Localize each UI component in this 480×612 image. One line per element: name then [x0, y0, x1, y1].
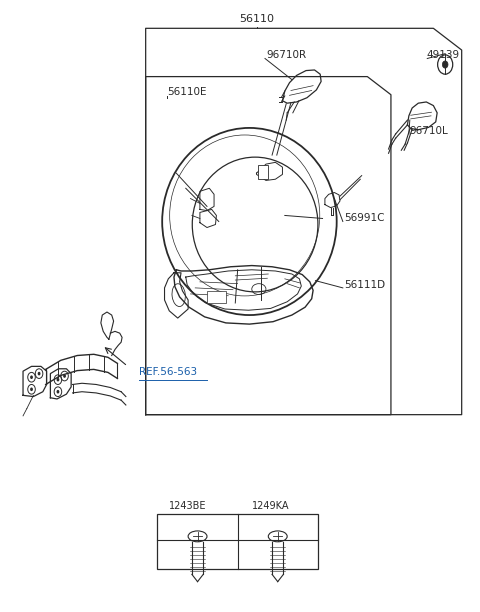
- Circle shape: [63, 374, 66, 378]
- Text: 56110E: 56110E: [167, 87, 206, 97]
- Bar: [207, 291, 226, 303]
- Circle shape: [57, 390, 60, 394]
- Text: 56111D: 56111D: [344, 280, 385, 290]
- Circle shape: [30, 387, 33, 391]
- Circle shape: [37, 372, 40, 375]
- Circle shape: [443, 61, 448, 68]
- Text: 96710R: 96710R: [266, 50, 306, 61]
- Circle shape: [30, 375, 33, 379]
- Text: 96710L: 96710L: [410, 126, 448, 136]
- FancyBboxPatch shape: [258, 165, 268, 179]
- Circle shape: [57, 378, 60, 381]
- Bar: [157, 514, 318, 569]
- Text: 1243BE: 1243BE: [169, 501, 207, 512]
- Text: 56991C: 56991C: [344, 214, 384, 223]
- Text: 1249KA: 1249KA: [252, 501, 289, 512]
- Text: 49139: 49139: [426, 50, 459, 61]
- Text: REF.56-563: REF.56-563: [139, 367, 197, 378]
- Text: 56110: 56110: [239, 14, 274, 24]
